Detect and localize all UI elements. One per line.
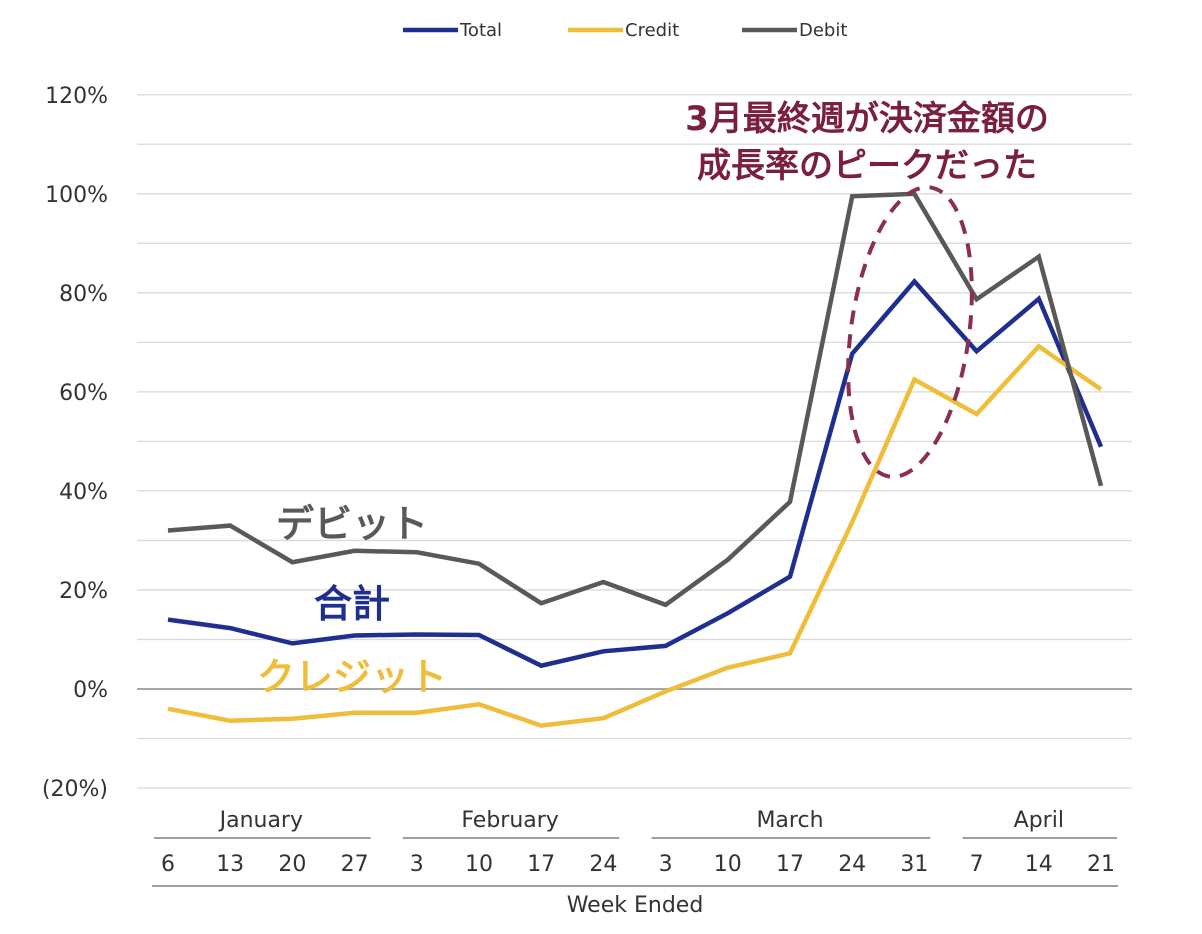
peak-annotation-line-2: 成長率のピークだった: [697, 146, 1037, 186]
legend-label-credit: Credit: [625, 20, 679, 41]
month-label: January: [218, 808, 303, 833]
y-tick-label: 0%: [73, 678, 108, 703]
x-axis: January February March April 6 13 20 27 3 10 17 24 3…: [152, 808, 1118, 918]
peak-annotation-line-1: 3月最終週が決済金額の: [685, 99, 1049, 139]
month-label: February: [461, 808, 559, 833]
peak-highlight-ellipse: [846, 185, 974, 479]
month-label: April: [1014, 808, 1064, 833]
x-tick-label: 17: [776, 852, 804, 877]
series-line-total: [167, 277, 1104, 669]
y-tick-label: 40%: [59, 480, 108, 505]
x-tick-label: 21: [1087, 852, 1115, 877]
legend-label-total: Total: [459, 20, 502, 41]
x-tick-label: 13: [216, 852, 244, 877]
y-tick-label: 100%: [45, 183, 108, 208]
grid-lines: [137, 94, 1132, 789]
x-tick-label: 7: [970, 852, 984, 877]
x-tick-label: 20: [278, 852, 306, 877]
y-tick-label: 20%: [59, 579, 108, 604]
credit-series-label: クレジット: [257, 655, 447, 699]
y-tick-label: 60%: [59, 381, 108, 406]
x-tick-label: 31: [900, 852, 928, 877]
series-lines: [167, 191, 1104, 728]
x-tick-label: 24: [838, 852, 866, 877]
legend: Total Credit Debit: [403, 20, 847, 41]
x-tick-label: 27: [341, 852, 369, 877]
x-tick-label: 3: [659, 852, 673, 877]
x-tick-label: 3: [410, 852, 424, 877]
total-series-label: 合計: [314, 582, 390, 626]
series-line-credit: [167, 343, 1103, 728]
x-tick-label: 17: [527, 852, 555, 877]
series-line-debit: [167, 191, 1104, 608]
month-label: March: [756, 808, 823, 833]
y-tick-label: 80%: [59, 282, 108, 307]
y-tick-label: (20%): [42, 777, 108, 802]
x-tick-label: 6: [161, 852, 175, 877]
x-tick-label: 14: [1025, 852, 1053, 877]
y-axis: (20%) 0% 20% 40% 60% 80% 100% 120%: [42, 84, 108, 802]
x-tick-label: 10: [465, 852, 493, 877]
debit-series-label: デビット: [276, 502, 428, 546]
annotations: 3月最終週が決済金額の 成長率のピークだった デビット 合計 クレジット: [257, 99, 1049, 699]
x-tick-label: 10: [714, 852, 742, 877]
x-tick-label: 24: [589, 852, 617, 877]
y-tick-label: 120%: [45, 84, 108, 109]
x-axis-title: Week Ended: [567, 893, 704, 918]
legend-label-debit: Debit: [799, 20, 847, 41]
